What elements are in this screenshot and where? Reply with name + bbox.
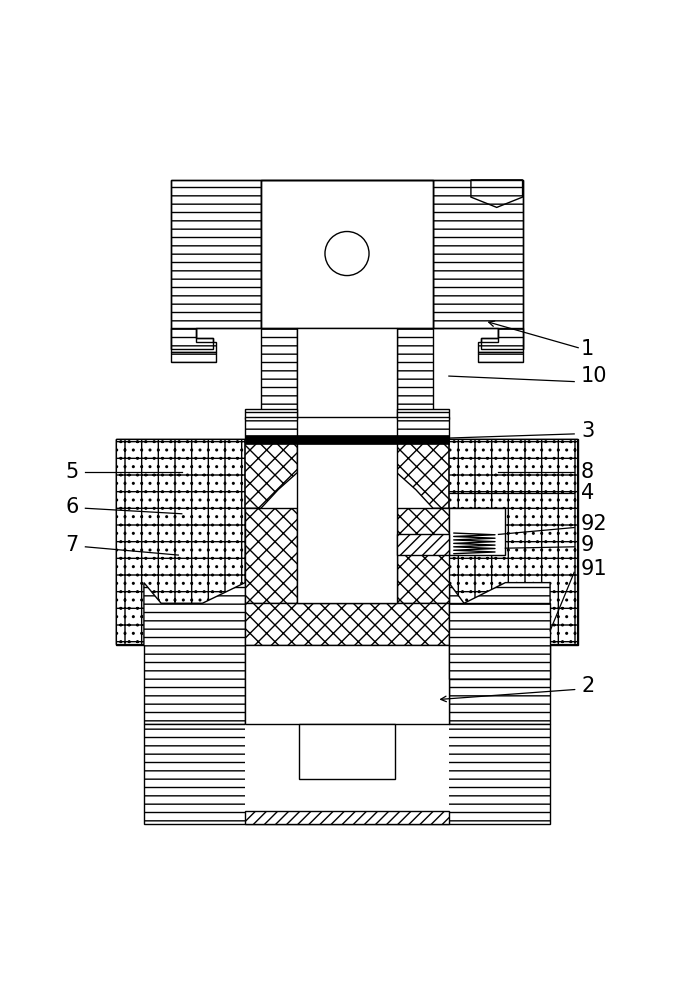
Text: 8: 8	[581, 462, 594, 482]
Bar	[396, 417, 449, 439]
Polygon shape	[449, 439, 577, 724]
Bar	[396, 534, 449, 555]
Bar	[449, 603, 550, 679]
Polygon shape	[261, 328, 298, 417]
Bar	[298, 438, 396, 603]
Text: 2: 2	[581, 676, 594, 696]
Polygon shape	[144, 724, 550, 824]
Polygon shape	[261, 180, 433, 328]
Text: 10: 10	[581, 366, 607, 386]
Polygon shape	[477, 352, 523, 362]
Polygon shape	[171, 328, 217, 352]
Bar	[449, 508, 505, 555]
Polygon shape	[396, 508, 449, 603]
Polygon shape	[117, 439, 245, 645]
Polygon shape	[471, 180, 523, 207]
Text: 5: 5	[65, 462, 78, 482]
Text: 3: 3	[581, 421, 594, 441]
Bar	[298, 328, 396, 417]
Polygon shape	[449, 439, 577, 645]
Text: 92: 92	[581, 514, 608, 534]
Text: 6: 6	[65, 497, 78, 517]
Text: 9: 9	[581, 535, 595, 555]
Polygon shape	[396, 328, 433, 417]
Bar	[396, 409, 449, 419]
Polygon shape	[396, 439, 449, 508]
Bar	[245, 435, 449, 444]
Text: 1: 1	[581, 339, 594, 359]
Bar	[245, 417, 298, 439]
Bar	[245, 724, 449, 824]
Bar	[245, 409, 298, 419]
Polygon shape	[433, 180, 523, 349]
Polygon shape	[245, 439, 298, 508]
Polygon shape	[477, 328, 523, 352]
Text: 4: 4	[581, 483, 594, 503]
Text: 91: 91	[581, 559, 608, 579]
Polygon shape	[117, 439, 245, 724]
Text: 7: 7	[65, 535, 78, 555]
Bar	[245, 811, 449, 824]
Polygon shape	[245, 603, 449, 645]
Bar	[245, 439, 449, 724]
Bar	[299, 724, 395, 779]
Circle shape	[325, 232, 369, 276]
Polygon shape	[171, 180, 261, 349]
Polygon shape	[245, 508, 298, 603]
Bar	[245, 645, 449, 724]
Polygon shape	[171, 352, 217, 362]
